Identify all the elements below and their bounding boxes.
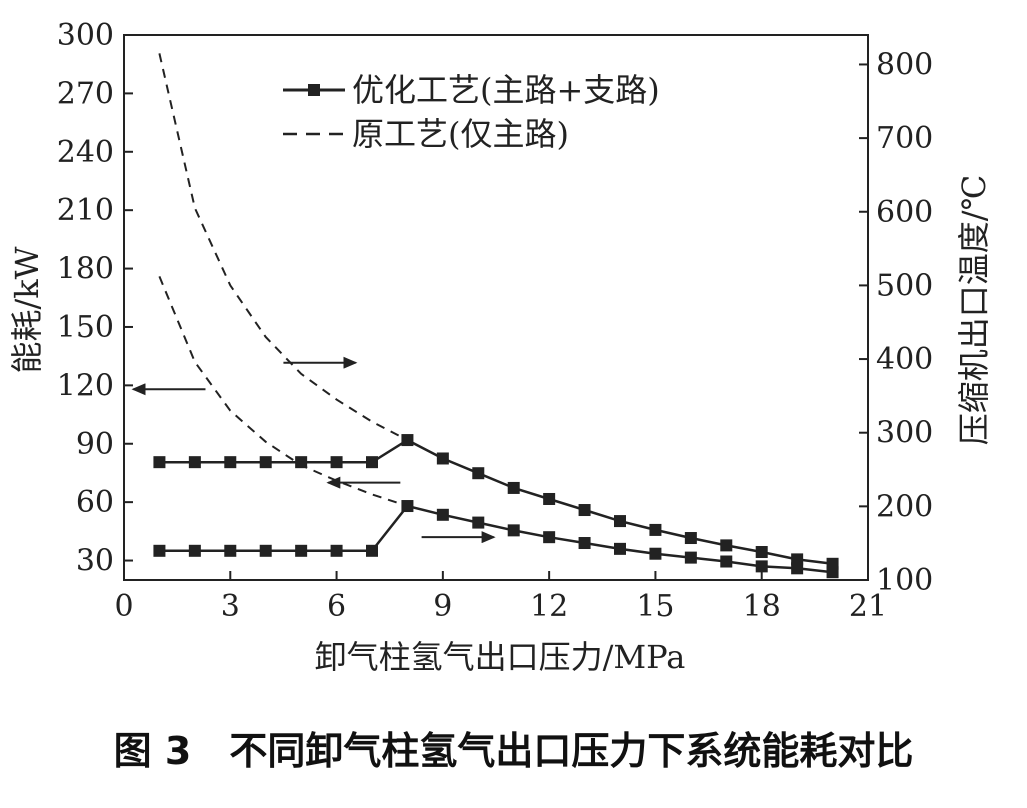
x-tick-label-5: 15 [636,589,674,624]
series-0-point-11 [543,531,556,544]
y-left-tick-label-3: 120 [57,368,114,403]
series-1-point-9 [472,467,485,480]
x-tick-label-0: 0 [114,589,133,624]
series-1-point-15 [684,532,697,545]
series-0-point-12 [578,537,591,550]
series-layer [153,53,839,579]
y-left-tick-label-2: 90 [76,427,114,462]
y-left-tick-label-4: 150 [57,310,114,345]
x-axis-title: 卸气柱氢气出口压力/MPa [315,638,686,676]
series-1-point-6 [366,456,378,469]
series-0-point-5 [330,544,343,557]
series-1-point-5 [330,456,343,469]
series-0-point-16 [720,555,733,568]
series-1-point-3 [259,456,272,469]
series-1-point-19 [826,557,839,570]
y-right-tick-label-2: 300 [876,416,933,451]
legend-label-original: 原工艺(仅主路) [352,115,569,153]
series-0-point-1 [188,544,201,557]
series-3-line [158,53,408,441]
y-left-tick-label-9: 300 [57,18,114,53]
y-axis-right-title: 压缩机出口温度/℃ [955,175,993,446]
y-left-tick-label-6: 210 [57,193,114,228]
y-right-tick-label-4: 500 [876,268,933,303]
series-1-point-12 [578,504,591,517]
series-0-point-3 [259,544,272,557]
y-left-tick-label-8: 270 [57,76,114,111]
y-left-tick-label-7: 240 [57,135,114,170]
series-1-point-13 [614,515,626,528]
x-tick-label-4: 12 [530,589,568,624]
series-0-point-14 [649,547,662,560]
y-right-tick-label-1: 200 [876,489,933,524]
series-1-point-1 [188,456,201,469]
y-left-tick-label-1: 60 [76,485,114,520]
x-tick-label-1: 3 [221,589,240,624]
y-right-tick-label-0: 100 [876,563,933,598]
x-tick-label-2: 6 [327,589,346,624]
series-0-point-6 [366,544,378,557]
series-1-point-16 [720,539,733,552]
series-0-point-0 [153,544,166,557]
y-axis-left-title: 能耗/kW [8,246,46,373]
y-right-tick-label-7: 800 [876,47,933,82]
series-0-point-2 [224,544,237,557]
series-1-point-17 [755,546,768,559]
series-1-point-4 [295,456,308,469]
series-0-point-10 [507,524,520,537]
series-1-point-10 [507,481,520,494]
series-1-point-11 [543,492,556,505]
legend-marker-optimized [308,84,320,96]
series-0-point-4 [295,544,308,557]
x-tick-label-3: 9 [433,589,452,624]
y-right-tick-label-6: 700 [876,121,933,156]
series-0-point-17 [755,560,768,573]
series-0-point-15 [684,551,697,564]
y-right-tick-label-5: 600 [876,195,933,230]
series-1-point-18 [791,553,804,566]
plot-frame [123,34,869,581]
series-2-line [158,276,408,507]
series-1-point-14 [649,523,662,536]
legend-label-optimized: 优化工艺(主路+支路) [352,71,660,109]
series-1-point-8 [436,452,449,465]
y-left-tick-label-5: 180 [57,252,114,287]
series-1-point-7 [401,434,414,447]
series-1-point-2 [224,456,237,469]
series-0-point-13 [614,542,626,555]
legend: 优化工艺(主路+支路) 原工艺(仅主路) [283,71,660,153]
series-0-point-8 [436,508,449,521]
x-tick-label-6: 18 [743,589,781,624]
axes-layer: 0 3 6 9 12 15 18 21 30 60 90 120 150 180 210 240 270 300 1… [57,18,934,624]
series-0-point-9 [472,516,485,529]
annotation-layer [131,356,496,544]
y-right-tick-label-3: 400 [876,342,933,377]
series-0-point-7 [401,500,414,513]
series-1-point-0 [153,456,166,469]
y-left-tick-label-0: 30 [76,544,114,579]
x-tick-label-7: 21 [849,589,887,624]
chart: 0 3 6 9 12 15 18 21 30 60 90 120 150 180 210 240 270 300 1… [8,18,993,676]
figure-caption: 图 3 不同卸气柱氢气出口压力下系统能耗对比 [113,729,914,773]
